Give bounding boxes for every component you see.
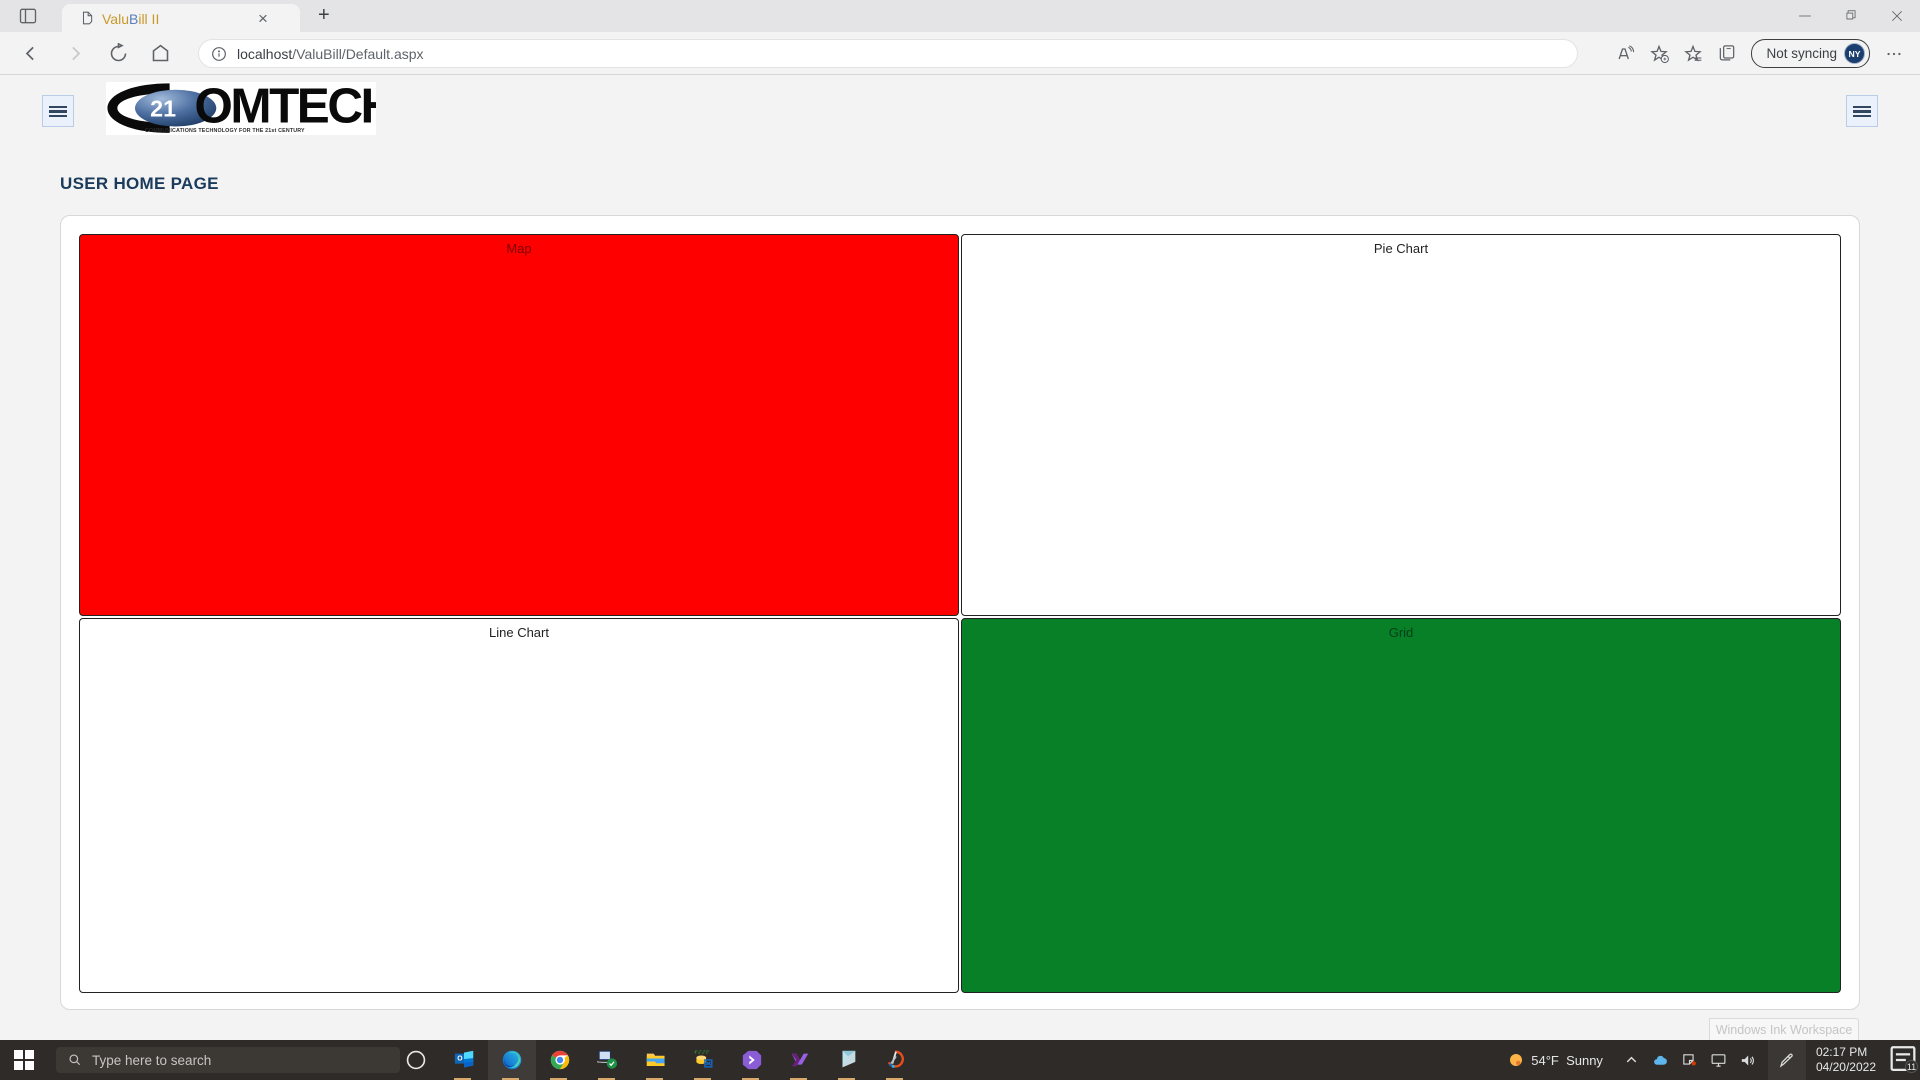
- svg-text:OMTECH: OMTECH: [194, 82, 376, 133]
- svg-text:21: 21: [150, 96, 176, 122]
- svg-text:COMMUNICATIONS TECHNOLOGY FOR: COMMUNICATIONS TECHNOLOGY FOR THE 21st C…: [145, 128, 305, 134]
- svg-text:O: O: [457, 1055, 463, 1062]
- svg-text:NY: NY: [1848, 49, 1860, 59]
